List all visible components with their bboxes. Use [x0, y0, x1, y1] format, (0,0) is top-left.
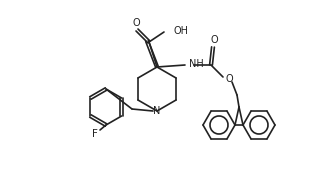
Text: N: N [153, 105, 161, 116]
Text: NH: NH [189, 59, 204, 69]
Text: O: O [210, 35, 218, 45]
Text: O: O [225, 74, 233, 84]
Text: O: O [132, 18, 140, 28]
Text: OH: OH [173, 26, 188, 36]
Text: F: F [92, 129, 98, 139]
